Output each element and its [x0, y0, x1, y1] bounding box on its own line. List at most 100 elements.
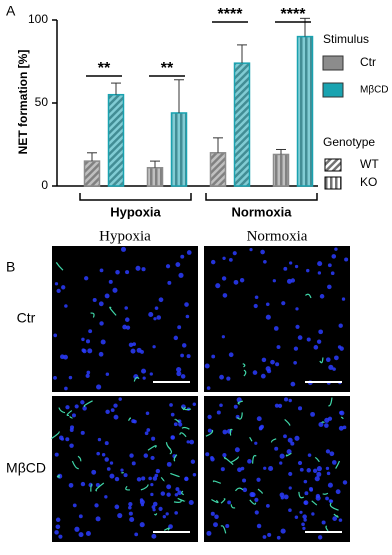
nucleus: [317, 339, 321, 343]
nucleus: [242, 479, 246, 483]
nucleus: [255, 295, 259, 299]
nucleus: [115, 270, 120, 275]
nucleus: [214, 515, 219, 520]
nucleus: [263, 260, 267, 264]
nucleus: [307, 468, 311, 472]
nucleus: [114, 505, 119, 510]
nucleus: [150, 483, 153, 486]
nucleus: [106, 372, 109, 375]
nucleus: [205, 364, 210, 369]
nucleus: [181, 374, 186, 379]
nucleus: [151, 534, 156, 539]
nucleus: [178, 273, 183, 278]
nucleus: [110, 461, 113, 464]
legend-title: Genotype: [323, 135, 375, 149]
nucleus: [141, 476, 145, 480]
nucleus: [86, 339, 90, 343]
nucleus: [117, 513, 122, 518]
nucleus: [63, 355, 68, 360]
nucleus: [99, 321, 103, 325]
nucleus: [96, 516, 101, 521]
nucleus: [153, 476, 157, 480]
nucleus: [302, 514, 307, 519]
nucleus: [59, 435, 64, 440]
nucleus: [295, 516, 298, 519]
nucleus: [254, 304, 258, 308]
nucleus: [176, 367, 181, 372]
nucleus: [257, 524, 261, 528]
nucleus: [288, 472, 292, 476]
nucleus: [263, 535, 267, 539]
nucleus: [221, 467, 225, 471]
nucleus: [148, 312, 153, 317]
nucleus: [229, 352, 234, 357]
nucleus: [293, 361, 297, 365]
nucleus: [215, 283, 220, 288]
nucleus: [69, 376, 72, 379]
nucleus: [284, 397, 288, 401]
nucleus: [211, 512, 215, 516]
nucleus: [104, 457, 108, 461]
panel-label: B: [6, 259, 15, 275]
nucleus: [54, 530, 59, 535]
nucleus: [141, 267, 145, 271]
nucleus: [298, 406, 302, 410]
nucleus: [219, 375, 224, 380]
nucleus: [79, 514, 83, 518]
nucleus: [105, 441, 109, 445]
nucleus: [342, 297, 345, 300]
nucleus: [222, 276, 226, 280]
nucleus: [93, 298, 97, 302]
nucleus: [161, 491, 165, 495]
nucleus: [152, 345, 155, 348]
nucleus: [126, 326, 130, 330]
significance: **: [98, 60, 111, 77]
nucleus: [339, 518, 343, 522]
nucleus: [283, 434, 287, 438]
nucleus: [223, 293, 228, 298]
nucleus: [326, 449, 330, 453]
nucleus: [124, 473, 128, 477]
bar-tint: [148, 168, 163, 186]
nucleus: [229, 258, 233, 262]
nucleus: [255, 510, 259, 514]
nucleus: [56, 524, 61, 529]
nucleus: [105, 410, 109, 414]
nucleus: [178, 422, 182, 426]
nucleus: [291, 382, 296, 387]
nucleus: [167, 462, 172, 467]
nucleus: [111, 408, 115, 412]
nucleus: [289, 486, 292, 489]
nucleus: [119, 397, 122, 400]
nucleus: [208, 429, 212, 433]
nucleus: [317, 261, 322, 266]
nucleus: [155, 306, 159, 310]
panel-label: A: [6, 3, 16, 19]
nucleus: [101, 339, 106, 344]
bar-tint: [85, 161, 100, 186]
nucleus: [241, 467, 245, 471]
nucleus: [143, 376, 146, 379]
nucleus: [166, 264, 170, 268]
nucleus: [281, 301, 285, 305]
nucleus: [313, 469, 317, 473]
nucleus: [249, 492, 254, 497]
nucleus: [193, 403, 196, 406]
nucleus: [166, 484, 171, 489]
nucleus: [210, 457, 214, 461]
y-tick-label: 50: [35, 95, 49, 109]
nucleus: [326, 357, 331, 362]
micrograph: [52, 396, 198, 542]
nucleus: [262, 358, 267, 363]
nucleus: [150, 372, 153, 375]
nucleus: [69, 443, 73, 447]
nucleus: [129, 512, 133, 516]
nucleus: [254, 498, 258, 502]
nucleus: [219, 403, 223, 407]
nucleus: [169, 403, 173, 407]
nucleus: [53, 334, 57, 338]
nucleus: [324, 423, 329, 428]
nucleus: [304, 480, 308, 484]
group-bracket: [206, 193, 317, 200]
nucleus: [80, 400, 84, 404]
